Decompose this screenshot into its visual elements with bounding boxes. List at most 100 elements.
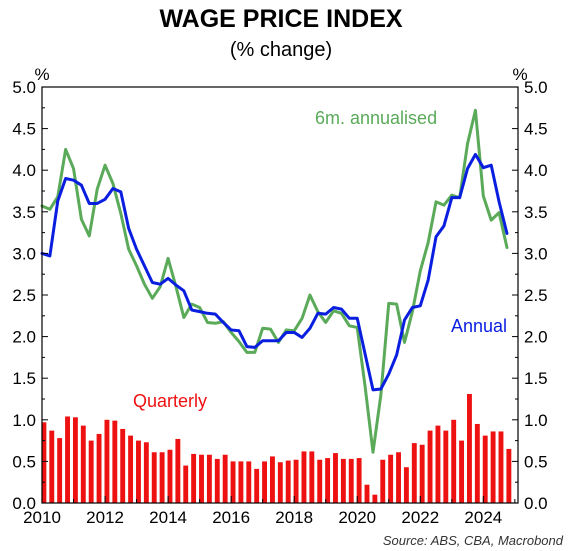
y-tick-label-left: 1.5 (12, 369, 36, 388)
quarterly-bar (482, 435, 488, 503)
quarterly-bar (246, 461, 252, 503)
x-tick-label: 2012 (86, 508, 124, 527)
quarterly-bar (396, 452, 401, 503)
quarterly-bar (388, 454, 394, 503)
chart-title: WAGE PRICE INDEX (159, 5, 402, 33)
quarterly-bar (451, 419, 457, 503)
quarterly-bar (364, 484, 370, 503)
quarterly-bar (506, 448, 512, 503)
x-tick-label: 2016 (212, 508, 250, 527)
quarterly-bar (222, 454, 228, 503)
quarterly-bar (136, 440, 141, 503)
y-tick-label-left: 1.0 (12, 411, 36, 430)
six-month-annualised-line (40, 108, 509, 454)
quarterly-bar (498, 431, 504, 503)
y-tick-label-right: 4.0 (524, 161, 548, 180)
y-tick-label-right: 5.0 (524, 78, 548, 97)
quarterly-bar (88, 440, 94, 503)
quarterly-bars (41, 394, 512, 503)
quarterly-bar (435, 425, 441, 503)
y-tick-label-right: 2.0 (524, 328, 548, 347)
quarterly-bar (356, 458, 362, 503)
quarterly-bar (467, 394, 472, 503)
y-tick-label-right: 3.5 (524, 203, 548, 222)
quarterly-bar (317, 459, 323, 503)
quarterly-bar (411, 443, 417, 503)
y-tick-label-left: 3.5 (12, 203, 36, 222)
quarterly-bar (80, 425, 86, 503)
quarterly-bar (128, 435, 134, 503)
six-month-annualised-label: 6m. annualised (315, 108, 437, 128)
y-tick-label-left: 4.0 (12, 161, 36, 180)
quarterly-bar (372, 494, 378, 503)
quarterly-bar (333, 453, 338, 503)
quarterly-bar (325, 458, 331, 503)
x-tick-label: 2020 (338, 508, 376, 527)
y-tick-label-left: 3.0 (12, 244, 36, 263)
quarterly-bar (214, 458, 220, 503)
quarterly-bar (269, 456, 275, 503)
x-tick-label: 2010 (23, 508, 61, 527)
quarterly-bar (285, 460, 291, 503)
quarterly-bar (427, 430, 433, 503)
left-axis-unit: % (34, 65, 49, 84)
y-tick-label-right: 1.0 (524, 411, 548, 430)
quarterly-bar (254, 468, 260, 503)
quarterly-bar (340, 458, 346, 503)
y-tick-label-left: 2.5 (12, 286, 36, 305)
y-axis-ticks: 0.0 0.0 0.5 0.5 1.0 1.0 1.5 1.5 2.0 2.0 2.5 2.5 3.0 3… (12, 78, 547, 513)
y-tick-label-right: 3.0 (524, 244, 548, 263)
quarterly-bar (301, 451, 307, 503)
y-tick-label-left: 5.0 (12, 78, 36, 97)
x-tick-label: 2022 (401, 508, 439, 527)
y-tick-label-right: 4.5 (524, 120, 548, 139)
quarterly-bar (65, 416, 70, 503)
quarterly-bar (151, 452, 157, 503)
quarterly-bar (277, 462, 283, 503)
y-tick-label-left: 4.5 (12, 120, 36, 139)
quarterly-bar (41, 422, 47, 503)
annual-label: Annual (451, 316, 507, 336)
quarterly-bar (120, 428, 126, 503)
x-tick-label: 2018 (275, 508, 313, 527)
y-tick-label-right: 1.5 (524, 369, 548, 388)
quarterly-bar (159, 452, 165, 503)
quarterly-bar (348, 458, 354, 503)
quarterly-bar (238, 461, 244, 503)
y-tick-label-left: 0.5 (12, 452, 36, 471)
quarterly-label: Quarterly (133, 391, 207, 411)
quarterly-bar (199, 454, 204, 503)
quarterly-bar (49, 430, 55, 503)
y-tick-label-left: 0.0 (12, 494, 36, 513)
y-tick-label-right: 0.0 (524, 494, 548, 513)
quarterly-bar (96, 433, 102, 503)
quarterly-bar (72, 417, 78, 503)
quarterly-bar (262, 461, 267, 503)
series-lines (40, 108, 509, 454)
x-tick-label: 2024 (464, 508, 502, 527)
quarterly-bar (403, 467, 409, 503)
chart-subtitle: (% change) (230, 39, 332, 61)
quarterly-bar (104, 419, 110, 503)
quarterly-bar (419, 444, 425, 503)
quarterly-bar (191, 453, 197, 503)
x-axis-ticks: 2010 2012 2014 2016 2018 2020 2022 2024 (23, 496, 516, 527)
quarterly-bar (57, 438, 63, 503)
quarterly-bar (380, 459, 386, 503)
source-note: Source: ABS, CBA, Macrobond (383, 533, 564, 548)
quarterly-bar (206, 454, 212, 503)
quarterly-bar (490, 431, 496, 503)
quarterly-bar (459, 440, 465, 503)
quarterly-bar (112, 420, 118, 503)
quarterly-bar (167, 449, 173, 503)
quarterly-bar (443, 430, 449, 503)
quarterly-bar (183, 465, 189, 503)
x-tick-label: 2014 (149, 508, 187, 527)
quarterly-bar (474, 423, 480, 503)
y-tick-label-left: 2.0 (12, 328, 36, 347)
right-axis-unit: % (512, 65, 527, 84)
annual-line (40, 152, 509, 392)
quarterly-bar (143, 442, 149, 503)
quarterly-bar (175, 438, 181, 503)
